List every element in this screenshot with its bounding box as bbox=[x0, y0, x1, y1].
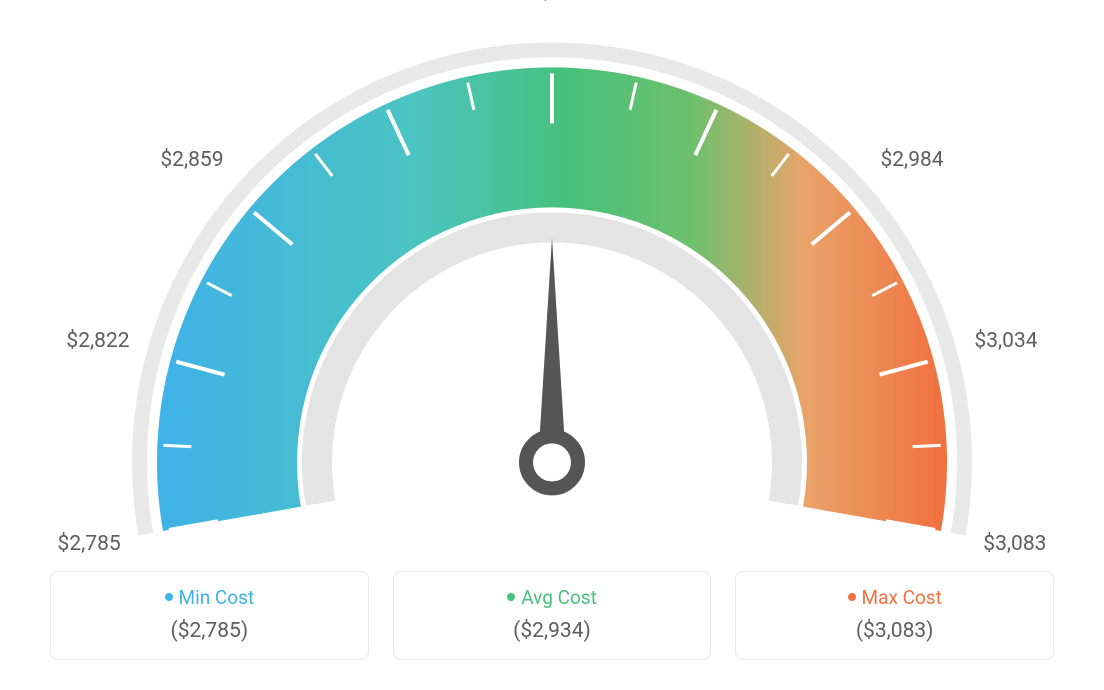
min-cost-title: Min Cost bbox=[61, 586, 358, 609]
gauge-tick-label: $2,822 bbox=[66, 329, 129, 353]
gauge-tick-label: $2,785 bbox=[58, 532, 121, 556]
min-cost-label: Min Cost bbox=[179, 586, 255, 609]
max-dot-icon bbox=[848, 593, 856, 601]
max-cost-title: Max Cost bbox=[746, 586, 1043, 609]
max-cost-label: Max Cost bbox=[862, 586, 942, 609]
avg-cost-label: Avg Cost bbox=[521, 586, 597, 609]
gauge-tick-label: $3,083 bbox=[983, 532, 1046, 556]
avg-dot-icon bbox=[507, 593, 515, 601]
gauge-tick-label: $2,934 bbox=[520, 0, 583, 4]
gauge-tick-label: $2,859 bbox=[160, 148, 223, 172]
gauge-tick-label: $3,034 bbox=[974, 329, 1037, 353]
avg-cost-value: ($2,934) bbox=[404, 619, 701, 643]
max-cost-card: Max Cost ($3,083) bbox=[735, 571, 1054, 660]
min-cost-card: Min Cost ($2,785) bbox=[50, 571, 369, 660]
summary-cards: Min Cost ($2,785) Avg Cost ($2,934) Max … bbox=[50, 571, 1054, 660]
gauge-svg bbox=[52, 22, 1052, 582]
gauge-tick-label: $2,984 bbox=[880, 148, 943, 172]
avg-cost-title: Avg Cost bbox=[404, 586, 701, 609]
avg-cost-card: Avg Cost ($2,934) bbox=[393, 571, 712, 660]
gauge-chart: $2,785 $2,822 $2,859 $2,934 $2,984 $3,034 $3,0… bbox=[0, 0, 1104, 560]
max-cost-value: ($3,083) bbox=[746, 619, 1043, 643]
min-dot-icon bbox=[165, 593, 173, 601]
min-cost-value: ($2,785) bbox=[61, 619, 358, 643]
